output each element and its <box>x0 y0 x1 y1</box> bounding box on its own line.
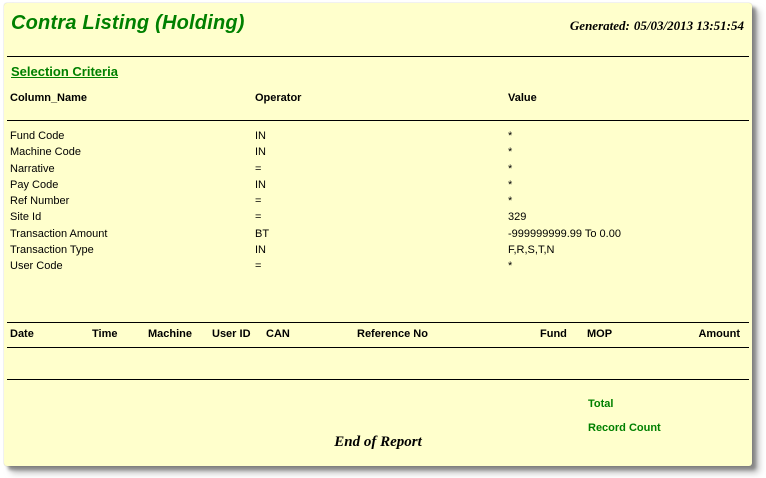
criteria-operator: = <box>255 195 262 208</box>
criteria-row: Ref Number = * <box>4 195 752 211</box>
divider-criteria-header <box>7 120 749 121</box>
criteria-value: * <box>508 178 513 191</box>
results-table-header: Date Time Machine User ID CAN Reference … <box>4 328 752 342</box>
criteria-value: * <box>508 260 513 273</box>
criteria-row: Transaction Amount BT -999999999.99 To 0… <box>4 228 752 244</box>
criteria-column-name: Narrative <box>10 162 55 175</box>
column-header-date: Date <box>10 328 34 340</box>
divider-results-header <box>7 347 749 348</box>
column-header-machine: Machine <box>148 328 193 340</box>
criteria-value: F,R,S,T,N <box>508 244 555 257</box>
criteria-row: Transaction Type IN F,R,S,T,N <box>4 244 752 260</box>
divider-top <box>7 56 749 57</box>
generated-value: 05/03/2013 13:51:54 <box>633 18 744 33</box>
end-of-report-label: End of Report <box>334 434 422 450</box>
criteria-header-row: Column_Name Operator Value <box>4 92 752 106</box>
criteria-operator: IN <box>255 244 266 257</box>
criteria-operator: = <box>255 260 262 273</box>
criteria-row: Site Id = 329 <box>4 211 752 227</box>
report-panel: Contra Listing (Holding) Generated: 05/03… <box>4 3 752 466</box>
column-header-fund: Fund <box>540 328 567 340</box>
criteria-value: * <box>508 130 513 142</box>
criteria-value: * <box>508 195 513 208</box>
criteria-row: Narrative = * <box>4 163 752 179</box>
criteria-operator: = <box>255 211 262 224</box>
record-count-label: Record Count <box>588 422 661 434</box>
column-header-amount: Amount <box>698 328 740 340</box>
criteria-column-name: Pay Code <box>10 178 59 191</box>
criteria-row: Fund Code IN * <box>4 130 752 146</box>
criteria-row: Machine Code IN * <box>4 146 752 162</box>
criteria-column-name: Ref Number <box>10 195 70 208</box>
column-header-column-name: Column_Name <box>10 92 88 104</box>
column-header-user-id: User ID <box>212 328 251 340</box>
column-header-time: Time <box>92 328 118 340</box>
divider-results-top <box>7 322 749 323</box>
criteria-operator: = <box>255 162 262 175</box>
criteria-column-name: User Code <box>10 260 63 273</box>
selection-criteria-heading: Selection Criteria <box>11 64 118 79</box>
generated-timestamp: Generated: 05/03/2013 13:51:54 <box>570 18 744 34</box>
criteria-value: * <box>508 162 513 175</box>
column-header-reference-no: Reference No <box>357 328 428 340</box>
criteria-operator: IN <box>255 146 266 159</box>
criteria-operator: BT <box>255 227 270 240</box>
column-header-mop: MOP <box>587 328 613 340</box>
divider-results-bottom <box>7 379 749 380</box>
criteria-operator: IN <box>255 130 266 142</box>
criteria-column-name: Fund Code <box>10 130 65 142</box>
criteria-value: 329 <box>508 211 527 224</box>
criteria-row: User Code = * <box>4 260 752 276</box>
criteria-column-name: Transaction Type <box>10 244 94 257</box>
criteria-operator: IN <box>255 178 266 191</box>
report-title: Contra Listing (Holding) <box>11 12 245 34</box>
column-header-can: CAN <box>266 328 290 340</box>
criteria-value: * <box>508 146 513 159</box>
criteria-column-name: Machine Code <box>10 146 81 159</box>
column-header-value: Value <box>508 92 537 104</box>
column-header-operator: Operator <box>255 92 302 104</box>
generated-label: Generated: <box>569 18 630 33</box>
criteria-row: Pay Code IN * <box>4 179 752 195</box>
criteria-column-name: Site Id <box>10 211 42 224</box>
criteria-value: -999999999.99 To 0.00 <box>508 227 621 240</box>
criteria-table: Fund Code IN * Machine Code IN * Narrati… <box>4 130 752 277</box>
total-label: Total <box>588 398 614 410</box>
criteria-column-name: Transaction Amount <box>10 227 108 240</box>
